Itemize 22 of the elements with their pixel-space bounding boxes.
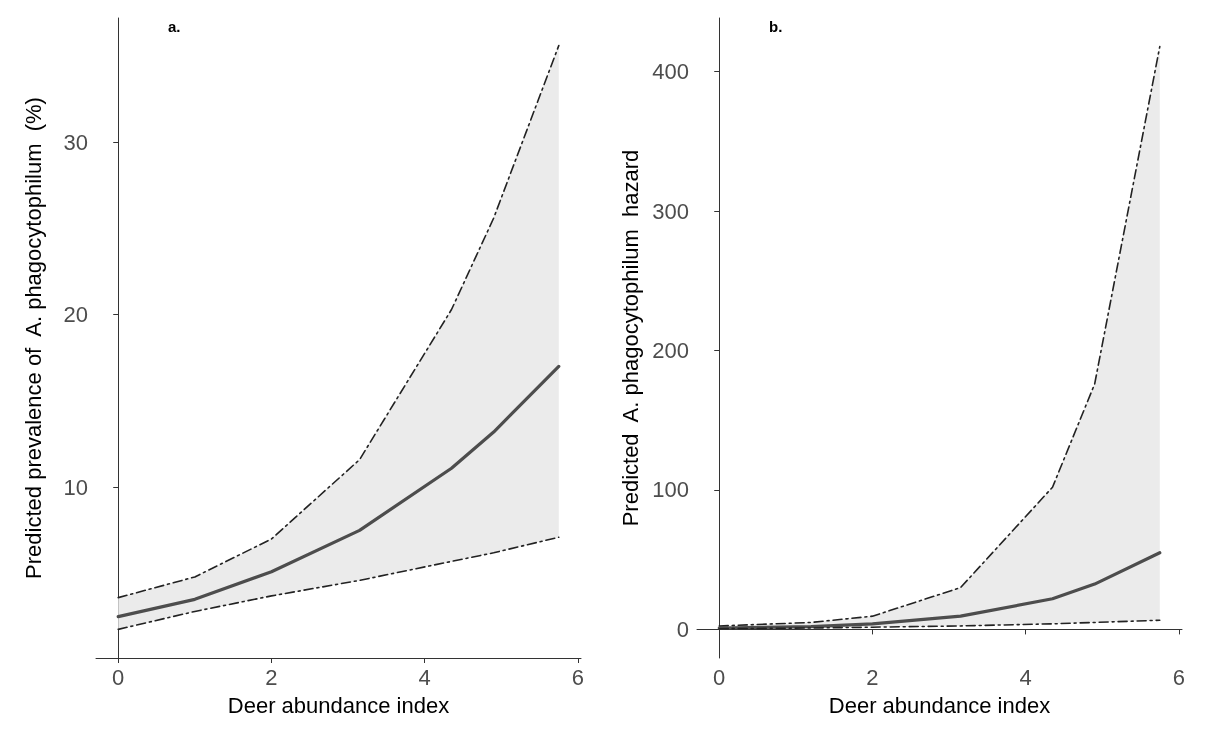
chart-title: b. [769, 18, 783, 35]
x-tick-label: 4 [1019, 664, 1032, 690]
x-axis-title: Deer abundance index [828, 692, 1051, 718]
y-tick-label: 100 [652, 477, 689, 503]
y-tick-label: 0 [676, 616, 689, 642]
y-axis-title: Predicted prevalence of A. phagocytophilum (%) [20, 97, 46, 579]
y-tick-label: 10 [63, 474, 88, 500]
y-tick-label: 300 [652, 198, 689, 224]
x-tick-label: 6 [571, 664, 585, 690]
x-tick-label: 6 [1172, 664, 1186, 690]
x-tick-label: 2 [866, 664, 879, 690]
x-tick-label: 2 [265, 664, 278, 690]
y-tick-label: 30 [63, 129, 88, 155]
x-tick-label: 0 [112, 664, 125, 690]
y-tick-label: 20 [63, 302, 88, 328]
x-tick-label: 4 [418, 664, 431, 690]
y-tick-label: 200 [652, 338, 689, 364]
x-axis-title: Deer abundance index [227, 692, 450, 718]
x-tick-label: 0 [713, 664, 726, 690]
chart-title: a. [168, 18, 181, 35]
y-axis-title: Predicted A. phagocytophilum hazard [617, 149, 643, 527]
y-tick-label: 400 [652, 59, 689, 85]
